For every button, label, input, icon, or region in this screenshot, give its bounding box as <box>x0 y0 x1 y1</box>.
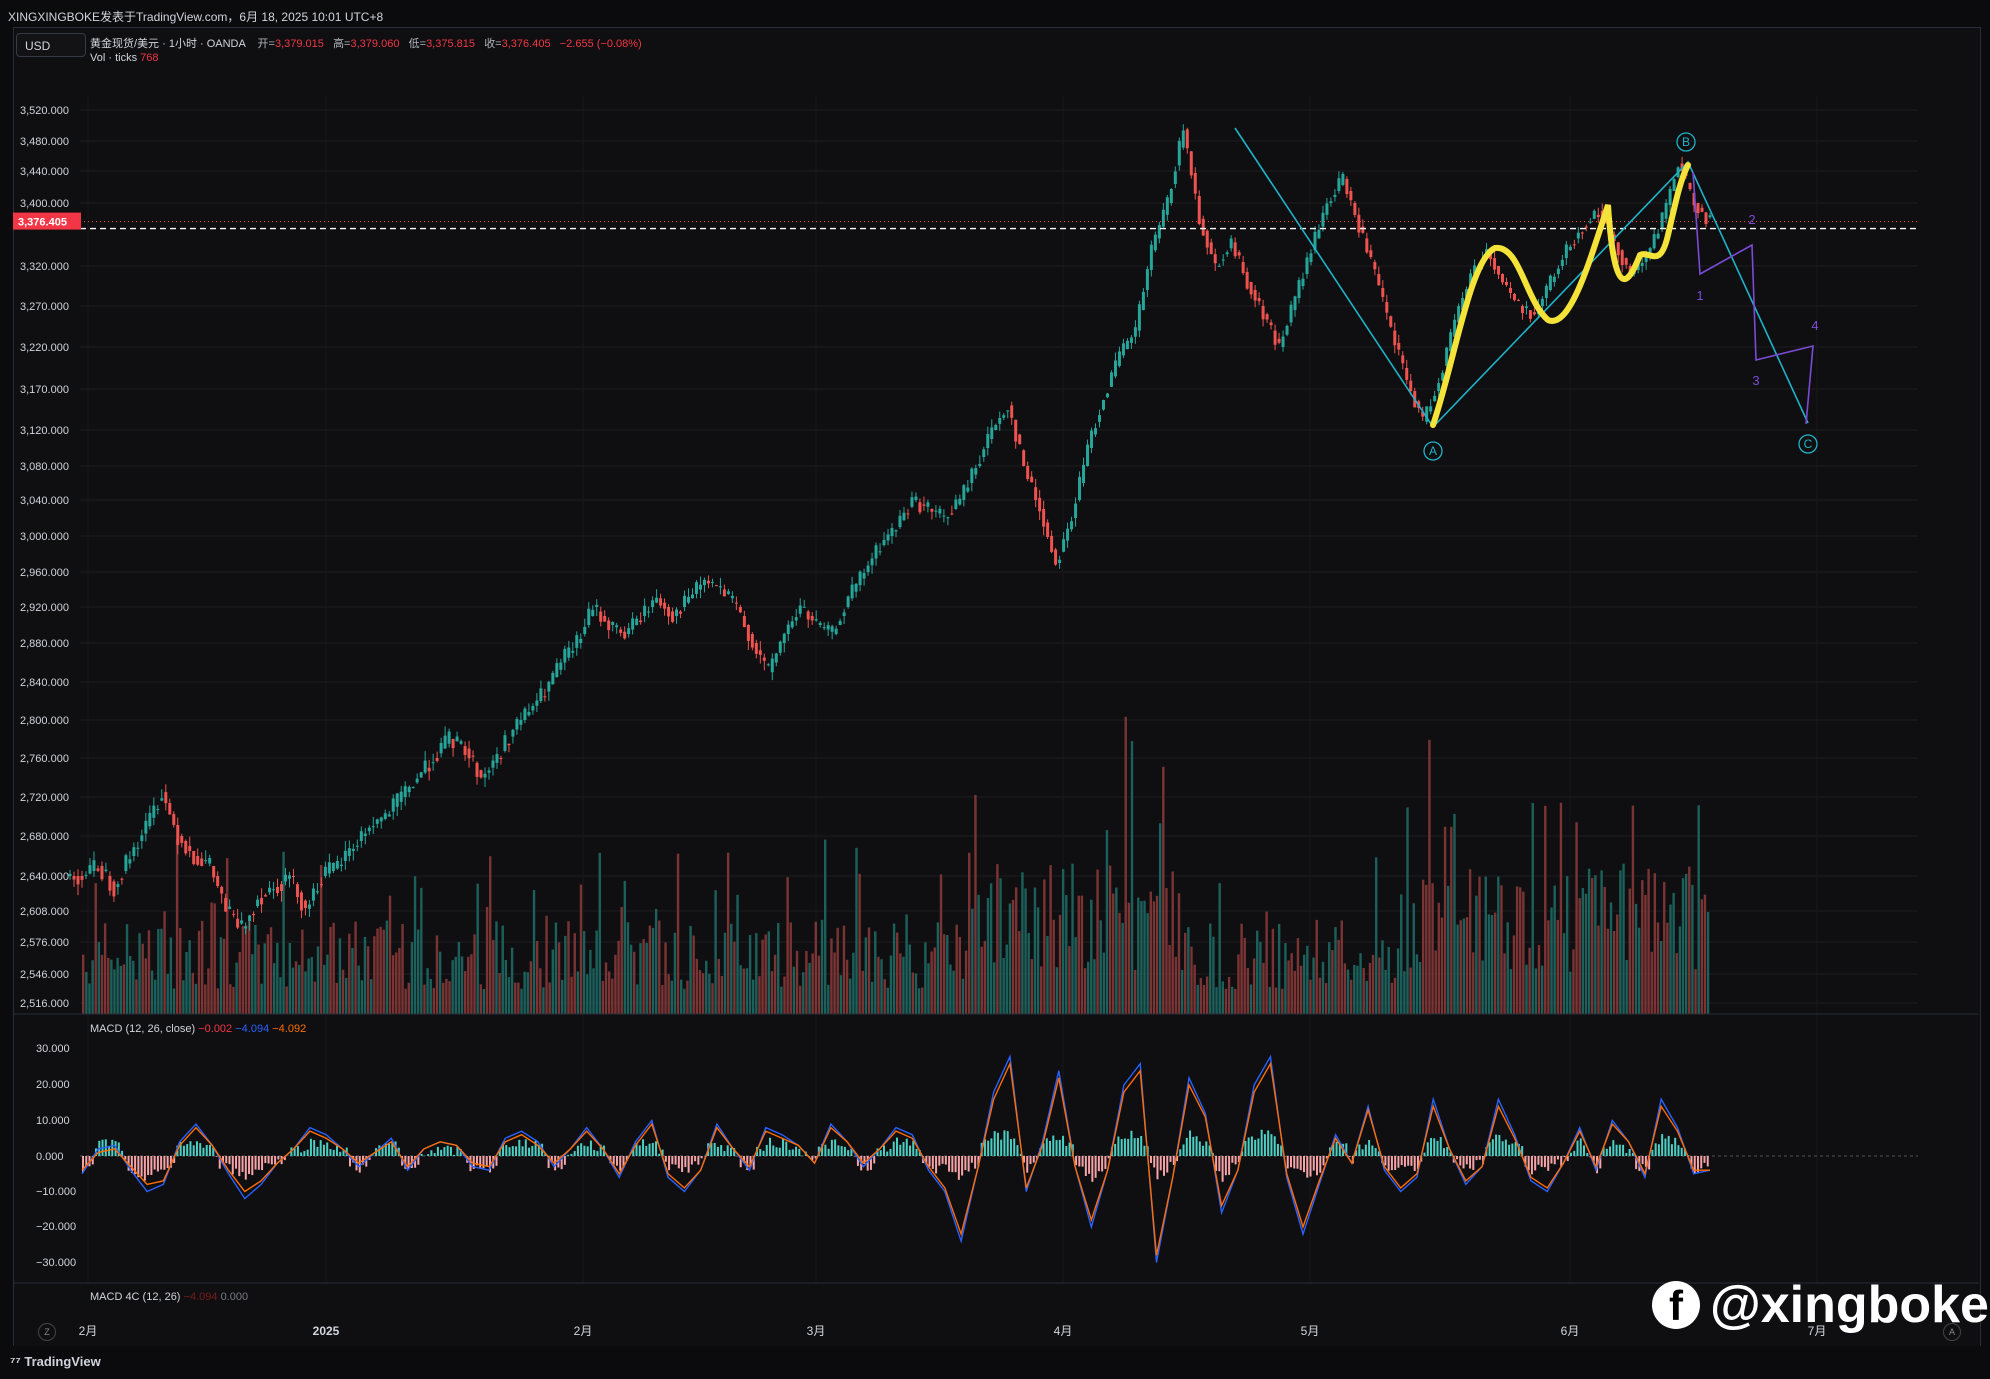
close-value: 3,376.405 <box>501 38 551 50</box>
publisher-bar: XINGXINGBOKE发表于TradingView.com，6月 18, 20… <box>0 0 1990 30</box>
symbol-name[interactable]: 黄金现货/美元 · 1小时 · OANDA <box>90 38 246 50</box>
volume-label[interactable]: Vol · ticks <box>90 52 138 64</box>
macd-legend: MACD (12, 26, close) −0.002 −4.094 −4.09… <box>90 1023 306 1035</box>
change-value: −2.655 (−0.08%) <box>559 38 642 50</box>
low-value: 3,375.815 <box>426 38 475 50</box>
high-label: 高= <box>333 38 351 50</box>
volume-value: 768 <box>140 52 159 64</box>
zoom-button[interactable]: Z <box>38 1323 56 1341</box>
close-label: 收= <box>484 38 502 50</box>
low-label: 低= <box>408 38 427 50</box>
chart-frame[interactable] <box>13 27 1981 1348</box>
macd4c-label[interactable]: MACD 4C (12, 26) <box>90 1291 181 1303</box>
open-label: 开= <box>257 38 275 50</box>
watermark: f @xingboke <box>1652 1275 1989 1335</box>
publisher-text: XINGXINGBOKE发表于TradingView.com，6月 18, 20… <box>8 10 384 24</box>
currency-button[interactable]: USD <box>16 33 86 57</box>
tradingview-logo[interactable]: ⁷⁷ TradingView <box>10 1354 101 1369</box>
tv-icon: ⁷⁷ <box>10 1354 25 1369</box>
open-value: 3,379.015 <box>274 38 324 50</box>
symbol-legend: 黄金现货/美元 · 1小时 · OANDA 开=3,379.015 高=3,37… <box>90 35 642 69</box>
macd-hist-value: −0.002 <box>198 1023 233 1035</box>
macd4c-v1: −4.094 <box>183 1291 218 1303</box>
macd-signal-value: −4.092 <box>272 1023 307 1035</box>
watermark-text: @xingboke <box>1710 1276 1989 1334</box>
macd-label[interactable]: MACD (12, 26, close) <box>90 1023 196 1035</box>
macd4c-legend: MACD 4C (12, 26) −4.094 0.000 <box>90 1291 248 1303</box>
facebook-icon: f <box>1652 1281 1700 1329</box>
macd4c-v2: 0.000 <box>220 1291 249 1303</box>
macd-line-value: −4.094 <box>235 1023 270 1035</box>
bottom-bar <box>0 1346 1990 1379</box>
auto-scale-button[interactable]: A <box>1943 1323 1961 1341</box>
high-value: 3,379.060 <box>350 38 400 50</box>
